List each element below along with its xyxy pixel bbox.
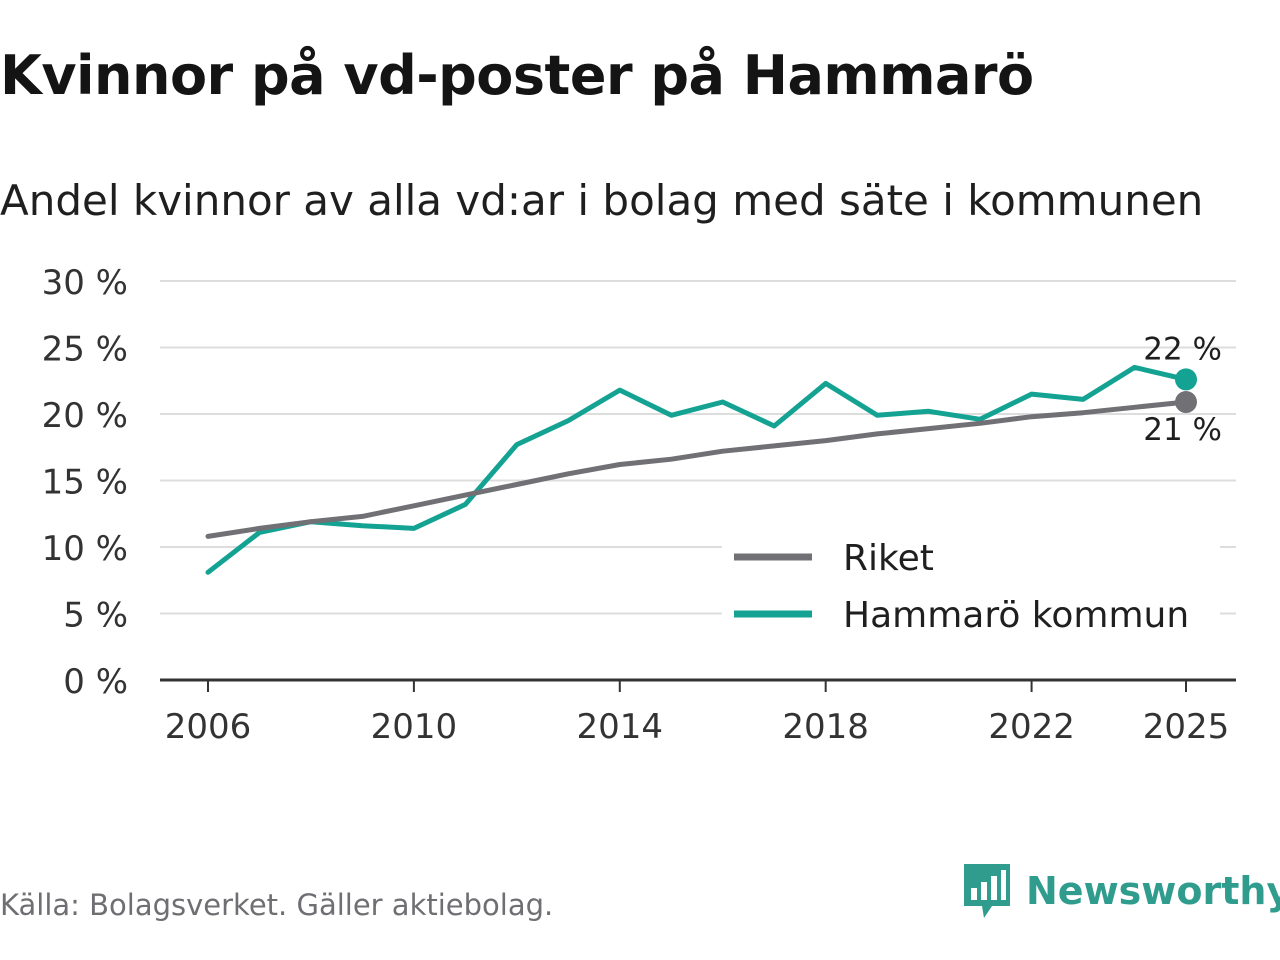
x-tick-label: 2014 [577,707,664,747]
chart-title: Kvinnor på vd-poster på Hammarö [0,44,1034,107]
x-tick-label: 2006 [165,707,252,747]
y-axis-ticks: 0 % 5 % 10 % 15 % 20 % 25 % 30 % [42,263,128,702]
y-tick-label: 15 % [42,463,128,503]
source-note: Källa: Bolagsverket. Gäller aktiebolag. [0,888,554,922]
y-tick-label: 25 % [42,330,128,370]
end-labels: 22 % 21 % [1143,331,1222,448]
end-label-riket: 21 % [1143,412,1222,448]
brand-name: Newsworthy [1026,869,1280,913]
y-tick-label: 0 % [63,662,128,702]
y-tick-label: 5 % [63,596,128,636]
series-line-riket [205,399,1189,539]
legend-label-hammar-kommun: Hammarö kommun [843,595,1189,636]
end-point-riket [1175,391,1197,414]
chart-subtitle: Andel kvinnor av alla vd:ar i bolag med … [0,176,1204,225]
end-point-hammar-kommun [1175,368,1197,391]
series-line-hammar-kommun [205,364,1189,575]
end-label-hammaro: 22 % [1143,331,1222,367]
newsworthy-logo-icon [964,864,1010,918]
y-tick-label: 30 % [42,263,128,303]
legend: Riket Hammarö kommun [722,532,1220,644]
y-tick-label: 10 % [42,529,128,569]
y-tick-label: 20 % [42,396,128,436]
x-tick-label: 2025 [1143,707,1230,747]
legend-background [722,532,1220,644]
x-tick-label: 2010 [371,707,458,747]
series-lines [205,364,1197,575]
x-tick-label: 2022 [988,707,1075,747]
brand-logo: Newsworthy [962,862,1280,920]
x-tick-label: 2018 [782,707,869,747]
x-axis: 2006 2010 2014 2018 2022 2025 [160,678,1236,747]
legend-label-riket: Riket [843,538,934,579]
